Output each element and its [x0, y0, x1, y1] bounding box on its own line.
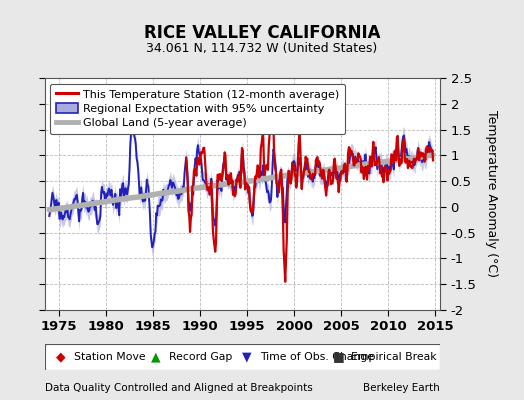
- Text: Berkeley Earth: Berkeley Earth: [364, 383, 440, 393]
- Text: Data Quality Controlled and Aligned at Breakpoints: Data Quality Controlled and Aligned at B…: [45, 383, 312, 393]
- Text: Time of Obs. Change: Time of Obs. Change: [260, 352, 374, 362]
- Text: ▼: ▼: [242, 350, 252, 364]
- Text: Empirical Break: Empirical Break: [351, 352, 437, 362]
- Text: RICE VALLEY CALIFORNIA: RICE VALLEY CALIFORNIA: [144, 24, 380, 42]
- Text: Record Gap: Record Gap: [169, 352, 233, 362]
- Text: ▲: ▲: [151, 350, 161, 364]
- Y-axis label: Temperature Anomaly (°C): Temperature Anomaly (°C): [485, 110, 498, 278]
- Text: Station Move: Station Move: [74, 352, 146, 362]
- Text: 34.061 N, 114.732 W (United States): 34.061 N, 114.732 W (United States): [146, 42, 378, 55]
- Text: ■: ■: [333, 350, 345, 364]
- Text: ◆: ◆: [57, 350, 66, 364]
- Legend: This Temperature Station (12-month average), Regional Expectation with 95% uncer: This Temperature Station (12-month avera…: [50, 84, 345, 134]
